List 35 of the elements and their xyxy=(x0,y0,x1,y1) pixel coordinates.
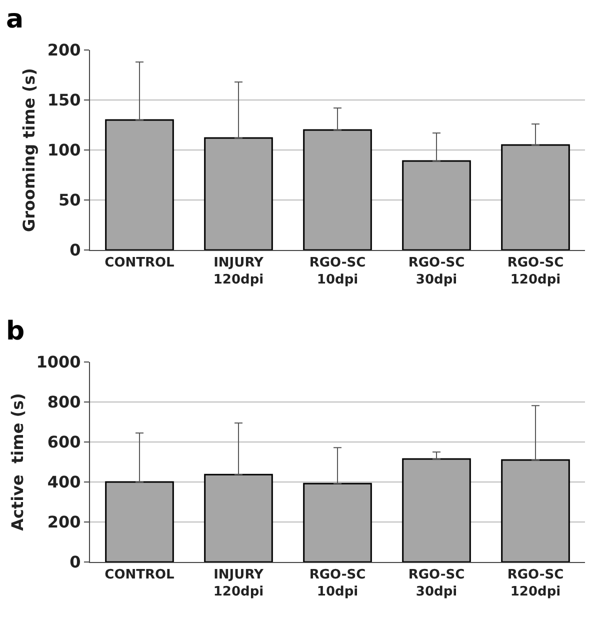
bar xyxy=(501,144,570,250)
x-tick-label: RGO-SC 120dpi xyxy=(507,256,564,288)
bar xyxy=(402,160,471,250)
y-tick-label: 100 xyxy=(47,140,81,160)
bar xyxy=(501,459,570,562)
x-tick-label: RGO-SC 10dpi xyxy=(309,568,366,600)
y-tick-label: 150 xyxy=(47,90,81,110)
x-tick-label: RGO-SC 120dpi xyxy=(507,568,564,600)
x-tick-label: RGO-SC 30dpi xyxy=(408,256,465,288)
x-tick-label: INJURY 120dpi xyxy=(213,568,264,600)
x-tick-label: CONTROL xyxy=(104,568,174,583)
y-tick-label: 800 xyxy=(47,392,81,412)
y-tick-label: 1000 xyxy=(36,352,81,372)
x-tick-label: INJURY 120dpi xyxy=(213,256,264,288)
x-tick-label: CONTROL xyxy=(104,256,174,271)
y-tick-label: 0 xyxy=(70,552,81,572)
bar xyxy=(204,137,273,250)
x-tick-label: RGO-SC 10dpi xyxy=(309,256,366,288)
bar xyxy=(204,474,273,562)
y-tick-label: 600 xyxy=(47,432,81,452)
bar xyxy=(105,481,174,562)
y-tick-label: 200 xyxy=(47,40,81,60)
x-tick-label: RGO-SC 30dpi xyxy=(408,568,465,600)
y-axis-title: Active time (s) xyxy=(8,393,28,531)
chart-title: a xyxy=(6,4,24,35)
y-tick-label: 400 xyxy=(47,472,81,492)
y-tick-label: 0 xyxy=(70,240,81,260)
bar xyxy=(105,119,174,250)
bar xyxy=(303,482,372,562)
bar xyxy=(303,129,372,250)
y-tick-label: 50 xyxy=(58,190,81,210)
y-axis-title: Grooming time (s) xyxy=(19,68,38,232)
y-tick-label: 200 xyxy=(47,512,81,532)
bar xyxy=(402,458,471,562)
chart-title: b xyxy=(6,316,25,347)
